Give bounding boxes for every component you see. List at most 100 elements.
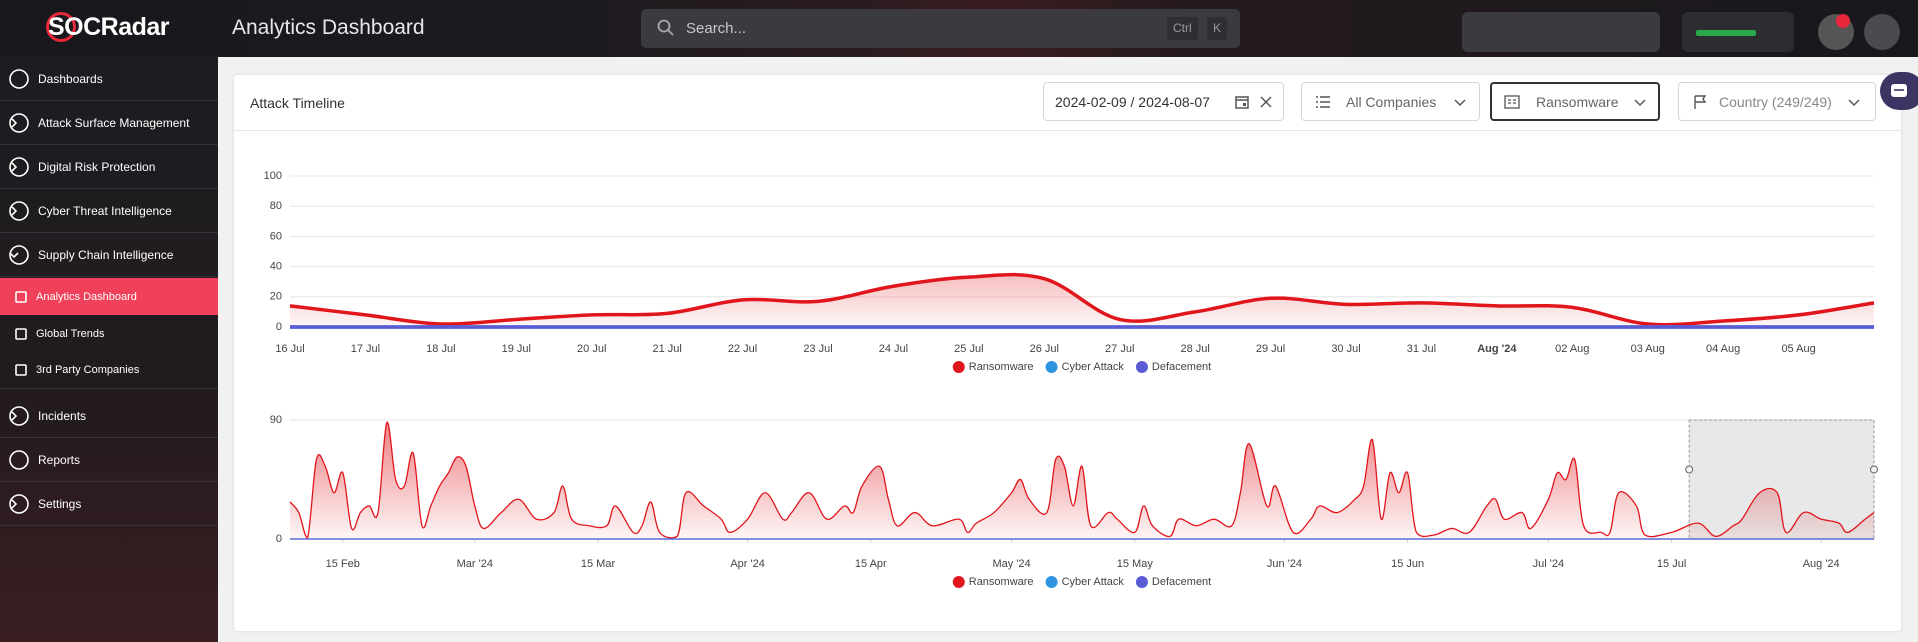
nav-icon [9, 68, 29, 89]
x-tick-label: 31 Jul [1407, 343, 1436, 355]
clear-icon[interactable] [1258, 94, 1274, 110]
top-bar: SOCRadar Analytics Dashboard Search... C… [0, 0, 1918, 57]
icon-shape [15, 327, 27, 340]
x-tick-label: 03 Aug [1631, 343, 1665, 355]
x-tick-label: 25 Jul [954, 343, 983, 355]
legend-marker [1135, 576, 1148, 588]
icon-shape [9, 112, 29, 133]
x-tick-label: 17 Jul [351, 343, 380, 355]
user-profile[interactable] [1462, 12, 1660, 52]
y-tick-label: 20 [270, 291, 282, 303]
x-tick-label: Jul '24 [1533, 558, 1564, 570]
x-tick-label: 15 Mar [581, 558, 616, 570]
nav-item[interactable]: Cyber Threat Intelligence [0, 189, 218, 233]
x-tick-label: 28 Jul [1180, 343, 1209, 355]
notifications[interactable] [1818, 14, 1854, 50]
nav-item[interactable]: Reports [0, 438, 218, 482]
chevron-shape [11, 161, 18, 172]
status-widget[interactable] [1682, 12, 1794, 52]
nav-item[interactable]: 3rd Party Companies [0, 352, 218, 389]
x-tick-label: Aug '24 [1477, 343, 1517, 355]
x-tick-label: 23 Jul [803, 343, 832, 355]
date-range: 2024-02-09 / 2024-08-07 [1055, 94, 1210, 110]
x-tick-label: 29 Jul [1256, 343, 1285, 355]
nav-icon [9, 112, 29, 133]
icon-shape [9, 244, 29, 265]
search-box[interactable]: Search... Ctrl K [641, 9, 1240, 48]
x-tick-label: 02 Aug [1555, 343, 1589, 355]
logo-mark [46, 12, 76, 42]
shortcut-key: K [1207, 17, 1228, 40]
companies-filter[interactable]: All Companies [1301, 82, 1480, 121]
x-tick-label: 24 Jul [879, 343, 908, 355]
sidebar: Dashboards Attack Surface Management Digit… [0, 57, 218, 642]
nav-label: Analytics Dashboard [36, 290, 137, 303]
y-tick-label: 0 [276, 533, 282, 545]
x-tick-label: 04 Aug [1706, 343, 1740, 355]
attack-type: Ransomware [1536, 94, 1619, 110]
chevron-shape [11, 117, 18, 128]
icon-shape [9, 156, 29, 177]
legend-marker [1045, 361, 1058, 373]
calendar-icon[interactable] [1234, 94, 1250, 110]
search-placeholder: Search... [686, 20, 747, 37]
nav-label: Digital Risk Protection [38, 159, 156, 174]
x-tick-label: Jun '24 [1267, 558, 1302, 570]
nav-item[interactable]: Analytics Dashboard [0, 278, 218, 315]
series-line [289, 421, 1875, 539]
y-tick-label: 0 [276, 321, 282, 333]
x-tick-label: 05 Aug [1781, 343, 1815, 355]
x-tick-label: 15 Jun [1391, 558, 1424, 570]
legend-marker [952, 576, 965, 588]
nav-item[interactable]: Digital Risk Protection [0, 145, 218, 189]
legend-label: Defacement [1152, 361, 1211, 373]
legend-label: Ransomware [969, 576, 1034, 588]
nav-item[interactable]: Global Trends [0, 315, 218, 352]
icon-shape [15, 364, 27, 376]
icon-shape [9, 200, 29, 221]
nav-item[interactable]: Supply Chain Intelligence [0, 233, 218, 277]
attack-type-filter[interactable]: Ransomware [1490, 82, 1660, 121]
nav-label: 3rd Party Companies [36, 364, 140, 376]
legend-label: Ransomware [969, 361, 1034, 373]
x-tick-label: 19 Jul [502, 343, 531, 355]
y-tick-label: 40 [270, 261, 282, 273]
x-tick-label: 22 Jul [728, 343, 757, 355]
nav-chevron [11, 117, 18, 128]
logo[interactable]: SOCRadar [48, 13, 170, 41]
icon-shape [9, 68, 29, 89]
nav-item[interactable]: Attack Surface Management [0, 101, 218, 145]
nav-icon [15, 364, 27, 376]
legend-marker [952, 361, 965, 373]
icon-shape [9, 405, 29, 426]
nav-icon [9, 156, 29, 177]
nav-item[interactable]: Settings [0, 482, 218, 526]
chevron-shape [11, 205, 18, 216]
x-tick-label: 16 Jul [275, 343, 304, 355]
range-handle [1870, 465, 1878, 474]
companies: All Companies [1346, 94, 1437, 110]
nav-item[interactable]: Incidents [0, 394, 218, 438]
x-tick-label: 15 May [1117, 558, 1154, 570]
nav-label: Cyber Threat Intelligence [38, 203, 172, 218]
nav-chevron [9, 251, 19, 258]
side-panel-button[interactable] [1880, 72, 1918, 110]
country-filter[interactable]: Country (249/249) [1678, 82, 1876, 121]
nav-chevron [11, 498, 18, 509]
date-range-filter[interactable]: 2024-02-09 / 2024-08-07 [1043, 82, 1284, 121]
x-tick-label: 18 Jul [426, 343, 455, 355]
nav-label: Settings [38, 496, 82, 511]
nav-item[interactable]: Dashboards [0, 57, 218, 101]
legend-marker [1135, 361, 1148, 373]
legend-marker [1045, 576, 1058, 588]
series-area [290, 422, 1874, 539]
series-line [289, 272, 1875, 327]
nav-icon [15, 290, 27, 303]
avatar[interactable] [1864, 14, 1900, 50]
legend-label: Cyber Attack [1062, 361, 1125, 373]
icon-shape [9, 449, 29, 470]
y-tick-label: 60 [270, 230, 282, 242]
nav-label: Supply Chain Intelligence [38, 247, 174, 262]
icon-shape [15, 290, 27, 303]
